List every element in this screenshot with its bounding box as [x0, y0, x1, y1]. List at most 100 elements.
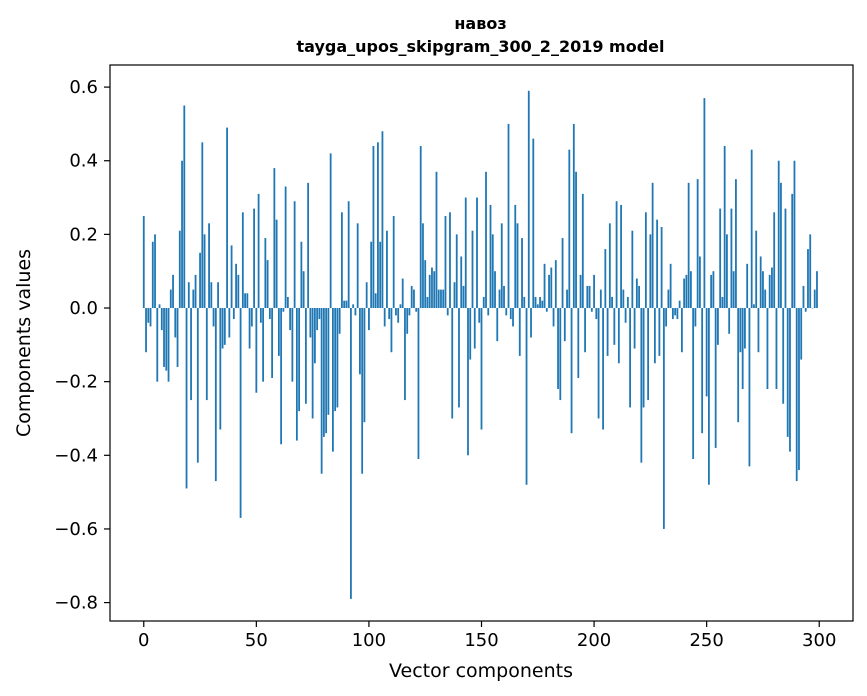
bar-285: [784, 208, 787, 309]
bar-223: [644, 212, 647, 309]
bar-49: [253, 208, 255, 309]
bar-213: [622, 289, 625, 309]
bar-243: [689, 271, 692, 309]
bar-117: [406, 308, 409, 334]
bar-27: [203, 234, 206, 309]
bar-238: [678, 300, 681, 309]
bar-249: [703, 98, 706, 309]
y-tick-label: 0.0: [69, 298, 98, 319]
bar-40: [232, 308, 235, 320]
bar-220: [638, 285, 641, 309]
bar-24: [196, 308, 199, 463]
bar-20: [187, 282, 190, 309]
bar-168: [521, 238, 523, 309]
bar-221: [640, 308, 643, 463]
bar-208: [611, 296, 613, 309]
bar-222: [642, 308, 645, 408]
x-tick-label: 150: [464, 630, 498, 651]
bar-267: [744, 308, 746, 349]
bar-279: [771, 267, 773, 309]
bar-172: [530, 308, 532, 338]
bar-68: [295, 308, 298, 441]
bar-188: [566, 289, 568, 309]
bar-159: [500, 223, 503, 309]
bar-251: [708, 308, 710, 485]
bar-23: [194, 274, 197, 309]
bar-18: [183, 105, 186, 309]
bar-235: [671, 308, 674, 320]
bar-189: [568, 149, 571, 309]
bar-129: [433, 271, 436, 309]
bar-260: [728, 308, 731, 334]
bar-15: [176, 308, 179, 367]
bar-26: [201, 142, 204, 309]
bar-72: [304, 308, 307, 404]
bar-256: [719, 208, 722, 309]
bar-230: [660, 227, 663, 309]
bar-261: [730, 208, 733, 309]
bar-219: [635, 278, 638, 309]
bar-53: [262, 308, 265, 382]
x-tick-label: 50: [245, 630, 268, 651]
y-tick-label: −0.2: [54, 372, 98, 393]
bar-160: [503, 285, 505, 309]
bar-101: [370, 241, 373, 309]
bar-3: [149, 308, 152, 327]
bar-102: [372, 146, 375, 309]
bar-80: [322, 308, 325, 437]
y-axis-ticks: −0.8 −0.6 −0.4 −0.2 0.0 0.2 0.4 0.6: [54, 77, 110, 614]
bar-62: [282, 308, 285, 312]
bar-76: [313, 308, 316, 364]
bar-45: [244, 293, 246, 309]
bar-278: [768, 274, 771, 309]
bar-135: [446, 308, 449, 316]
x-axis-label: Vector components: [389, 660, 573, 682]
bar-110: [390, 308, 393, 353]
bar-254: [714, 308, 717, 448]
bar-186: [561, 238, 564, 309]
bar-272: [755, 230, 758, 309]
chart-subtitle: tayga_upos_skipgram_300_2_2019 model: [297, 37, 665, 56]
bar-108: [386, 230, 388, 309]
bar-105: [379, 241, 382, 309]
bar-30: [210, 282, 213, 309]
bar-106: [381, 131, 384, 309]
bar-166: [516, 223, 519, 309]
bar-136: [449, 212, 451, 309]
bar-275: [762, 271, 764, 309]
bar-187: [563, 308, 566, 342]
bar-210: [615, 201, 618, 309]
bar-87: [338, 308, 341, 334]
bar-201: [595, 308, 598, 320]
bar-114: [399, 304, 402, 309]
bar-178: [543, 263, 546, 309]
bar-175: [536, 304, 539, 309]
bar-250: [705, 308, 708, 397]
bar-248: [701, 308, 704, 434]
bar-96: [359, 308, 361, 375]
bar-291: [798, 308, 800, 471]
bar-86: [336, 308, 339, 408]
bar-299: [816, 271, 818, 309]
bar-171: [527, 90, 530, 309]
bar-7: [158, 304, 161, 309]
bar-185: [559, 308, 562, 401]
bar-21: [190, 308, 192, 401]
bar-112: [395, 308, 397, 316]
bar-61: [280, 308, 283, 445]
bar-116: [404, 308, 406, 401]
bar-79: [320, 308, 323, 474]
y-tick-label: −0.8: [54, 593, 98, 614]
bar-165: [514, 204, 517, 309]
y-axis-label: Components values: [13, 249, 35, 437]
bar-157: [496, 308, 499, 342]
bar-212: [620, 204, 622, 309]
x-tick-label: 250: [689, 630, 723, 651]
bar-203: [599, 289, 602, 309]
bar-54: [264, 238, 267, 309]
bar-78: [318, 308, 321, 320]
bar-97: [361, 308, 364, 474]
bar-90: [345, 300, 348, 309]
bar-229: [658, 308, 661, 356]
